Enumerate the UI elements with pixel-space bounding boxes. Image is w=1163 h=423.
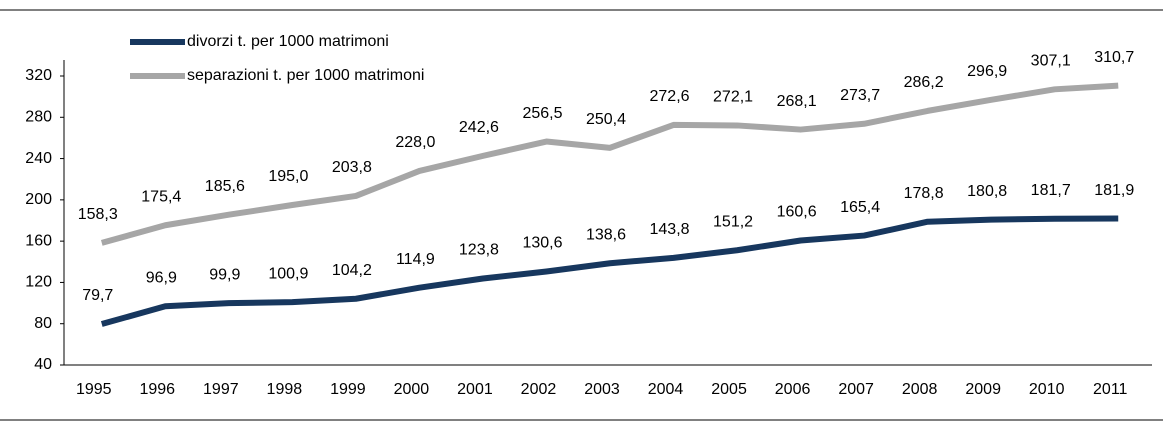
data-label: 242,6 [459, 119, 499, 136]
data-label: 99,9 [209, 266, 240, 283]
data-label: 256,5 [522, 105, 562, 122]
data-label: 195,0 [268, 168, 308, 185]
data-label: 79,7 [82, 287, 113, 304]
x-tick-label: 2009 [965, 381, 1001, 398]
x-tick-label: 1999 [330, 381, 366, 398]
x-tick-label: 2006 [775, 381, 811, 398]
y-tick-label: 200 [25, 191, 52, 208]
y-tick-label: 280 [25, 109, 52, 126]
x-tick-label: 2007 [838, 381, 874, 398]
data-label: 158,3 [78, 206, 118, 223]
y-tick-label: 320 [25, 67, 52, 84]
data-label: 143,8 [650, 221, 690, 238]
series-line [100, 215, 1119, 327]
x-tick-label: 2001 [457, 381, 493, 398]
y-tick-label: 80 [34, 315, 52, 332]
y-tick-label: 40 [34, 356, 52, 373]
x-tick-label: 1995 [76, 381, 112, 398]
data-label: 250,4 [586, 111, 626, 128]
data-label: 180,8 [967, 183, 1007, 200]
x-tick-label: 1996 [139, 381, 175, 398]
data-label: 178,8 [904, 185, 944, 202]
data-label: 181,7 [1031, 182, 1071, 199]
data-label: 296,9 [967, 63, 1007, 80]
data-label: 100,9 [268, 265, 308, 282]
data-label: 268,1 [777, 93, 817, 110]
data-label: 130,6 [522, 235, 562, 252]
x-tick-label: 2000 [394, 381, 430, 398]
y-tick-label: 120 [25, 274, 52, 291]
data-label: 307,1 [1031, 53, 1071, 70]
x-tick-label: 1998 [267, 381, 303, 398]
data-label: 286,2 [904, 74, 944, 91]
data-label: 104,2 [332, 262, 372, 279]
x-tick-label: 2005 [711, 381, 747, 398]
legend-label: separazioni t. per 1000 matrimoni [187, 67, 424, 84]
x-tick-label: 2011 [1093, 381, 1128, 398]
y-tick-label: 240 [25, 150, 52, 167]
data-label: 181,9 [1094, 182, 1134, 199]
x-tick-label: 2002 [521, 381, 557, 398]
x-tick-label: 1997 [203, 381, 239, 398]
legend-label: divorzi t. per 1000 matrimoni [187, 33, 389, 50]
data-label: 273,7 [840, 87, 880, 104]
data-label: 151,2 [713, 213, 753, 230]
x-tick-label: 2003 [584, 381, 620, 398]
data-label: 272,6 [650, 88, 690, 105]
series-line [100, 82, 1119, 246]
x-tick-label: 2004 [648, 381, 684, 398]
data-label: 272,1 [713, 89, 753, 106]
data-label: 175,4 [141, 188, 181, 205]
data-label: 160,6 [777, 204, 817, 221]
x-tick-label: 2010 [1029, 381, 1065, 398]
x-tick-label: 2008 [902, 381, 938, 398]
data-label: 123,8 [459, 242, 499, 259]
data-label: 138,6 [586, 226, 626, 243]
data-label: 310,7 [1094, 49, 1134, 66]
data-label: 114,9 [396, 251, 435, 268]
data-label: 96,9 [146, 269, 177, 286]
data-label: 185,6 [205, 178, 245, 195]
data-label: 203,8 [332, 159, 372, 176]
data-label: 165,4 [840, 199, 880, 216]
y-tick-label: 160 [25, 232, 52, 249]
data-label: 228,0 [395, 134, 435, 151]
